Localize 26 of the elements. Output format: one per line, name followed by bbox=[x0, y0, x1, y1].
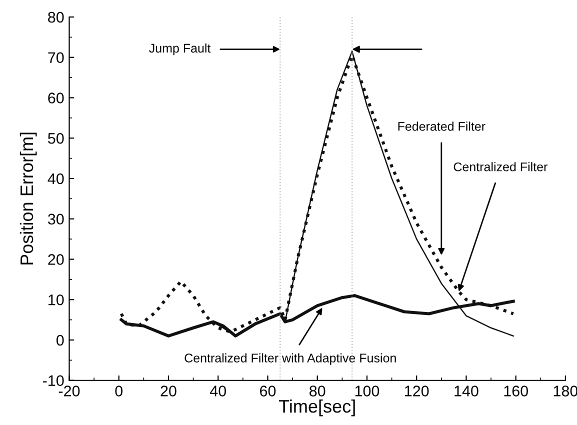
x-tick-label: 140 bbox=[454, 386, 478, 396]
x-tick-label: 40 bbox=[210, 386, 226, 396]
annotation: Federated Filter bbox=[398, 122, 486, 131]
y-tick-label: 0 bbox=[56, 334, 64, 346]
annotation: Jump Fault bbox=[149, 43, 211, 56]
x-axis-title: Time[sec] bbox=[278, 399, 355, 416]
y-tick-label: 30 bbox=[48, 214, 64, 225]
x-tick-label: 60 bbox=[260, 386, 276, 396]
annotation: Centralized Filter bbox=[454, 162, 548, 172]
y-tick-label: -10 bbox=[42, 375, 64, 386]
x-tick-label: 120 bbox=[405, 386, 429, 396]
y-tick-label: 60 bbox=[48, 92, 64, 104]
y-tick-label: 80 bbox=[48, 12, 64, 23]
y-tick-label: 40 bbox=[48, 173, 64, 184]
x-tick-label: 160 bbox=[504, 386, 528, 396]
y-tick-label: 50 bbox=[48, 132, 64, 144]
y-tick-label: 70 bbox=[48, 52, 64, 64]
x-tick-label: 100 bbox=[355, 386, 380, 396]
x-tick-label: 0 bbox=[115, 386, 123, 396]
x-tick-label: -20 bbox=[58, 386, 80, 396]
y-tick-label: 10 bbox=[48, 294, 64, 306]
x-tick-label: 20 bbox=[160, 386, 176, 396]
y-tick-label: 20 bbox=[48, 254, 64, 265]
x-tick-label: 80 bbox=[310, 386, 326, 396]
annotation: Centralized Filter with Adaptive Fusion bbox=[184, 353, 396, 365]
y-axis-title: Position Error[m] bbox=[20, 132, 37, 264]
